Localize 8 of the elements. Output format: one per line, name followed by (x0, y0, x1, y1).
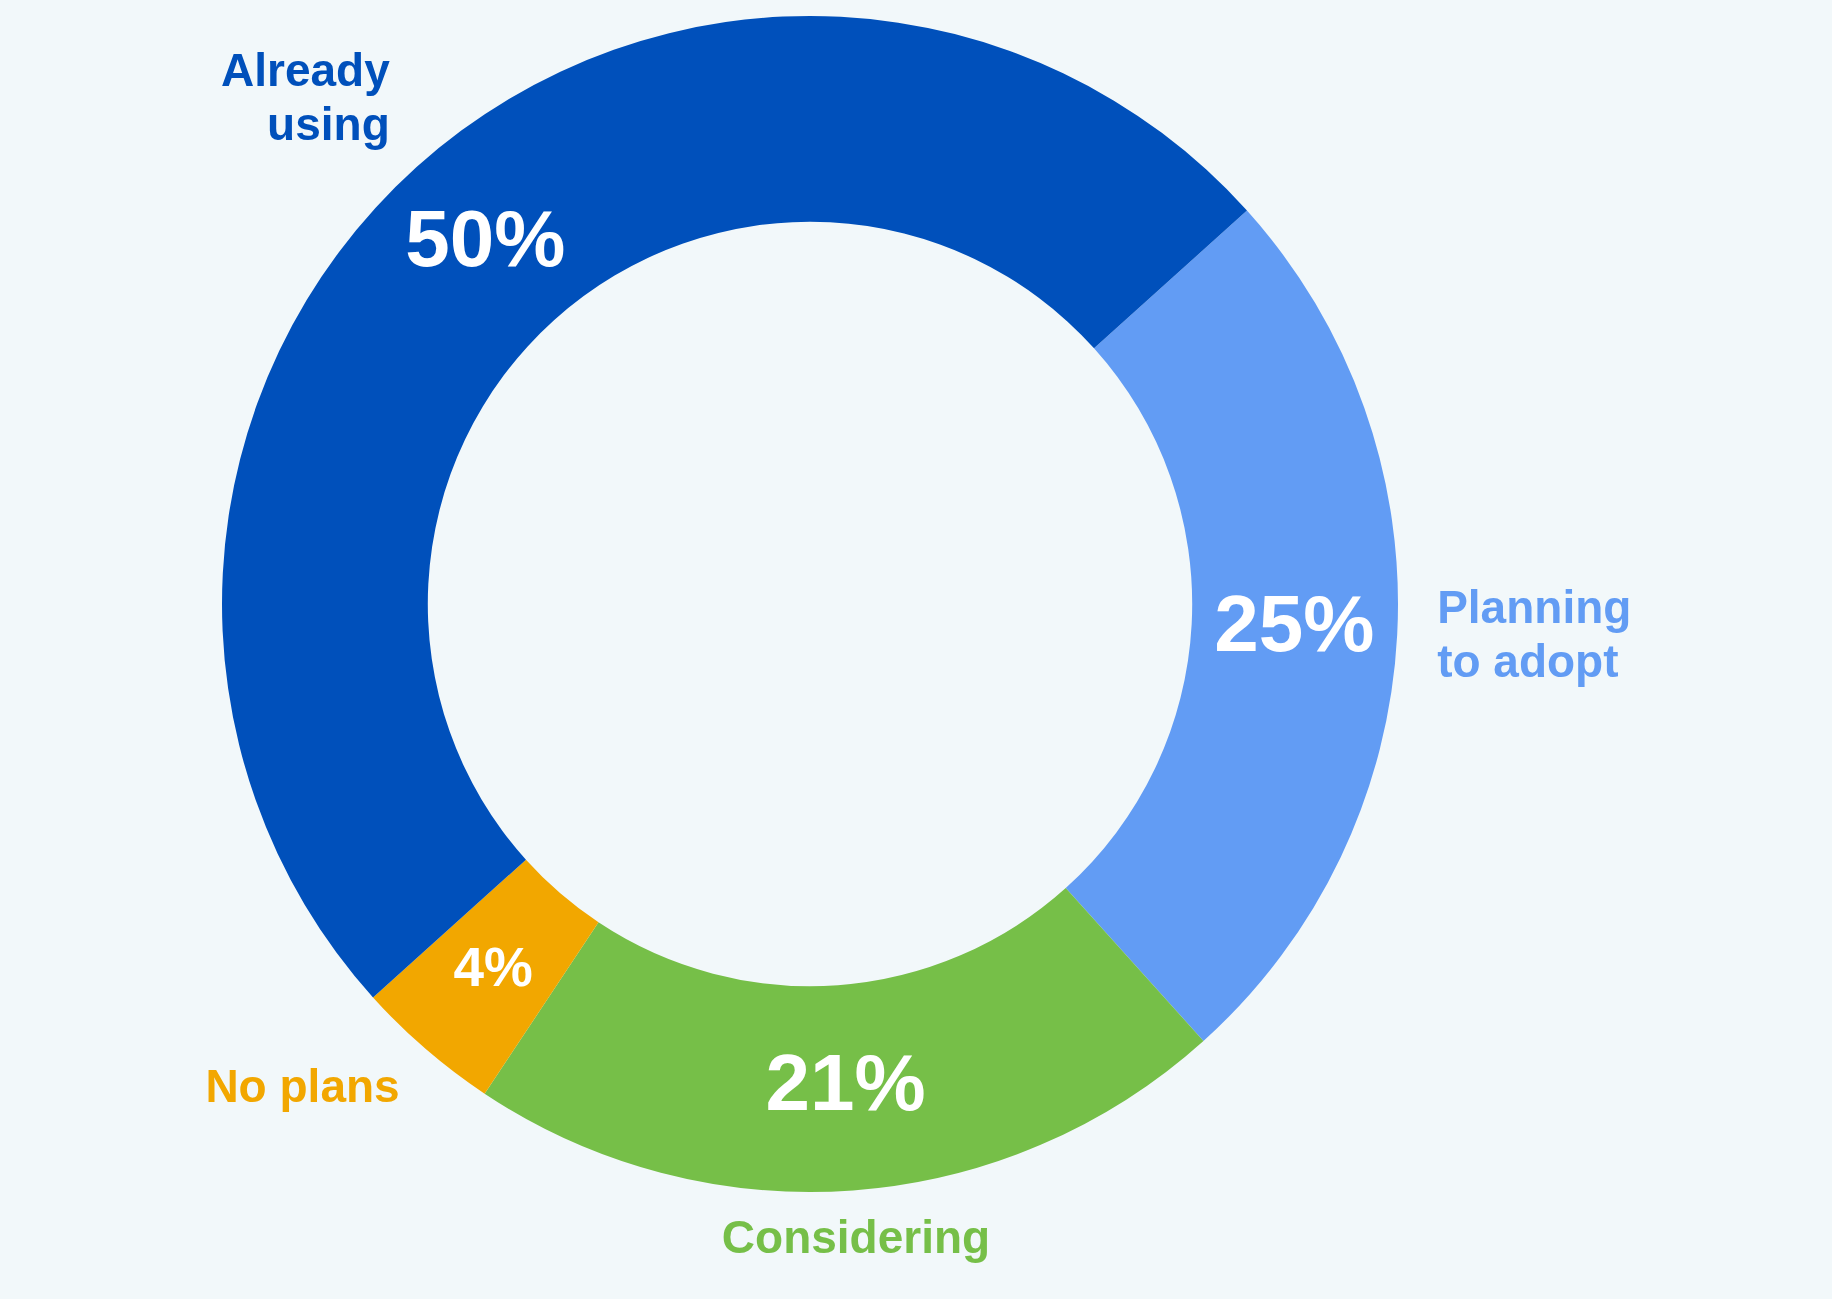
data-label: 25% (1214, 579, 1375, 669)
slice-label: Considering (721, 1211, 991, 1263)
slice-label: Already using (221, 43, 391, 150)
slice-label: Planning to adopt (1437, 580, 1632, 687)
data-label: 4% (453, 936, 533, 999)
data-label: 21% (765, 1037, 926, 1127)
data-label: 50% (405, 193, 566, 283)
slice-label: No plans (205, 1060, 400, 1113)
